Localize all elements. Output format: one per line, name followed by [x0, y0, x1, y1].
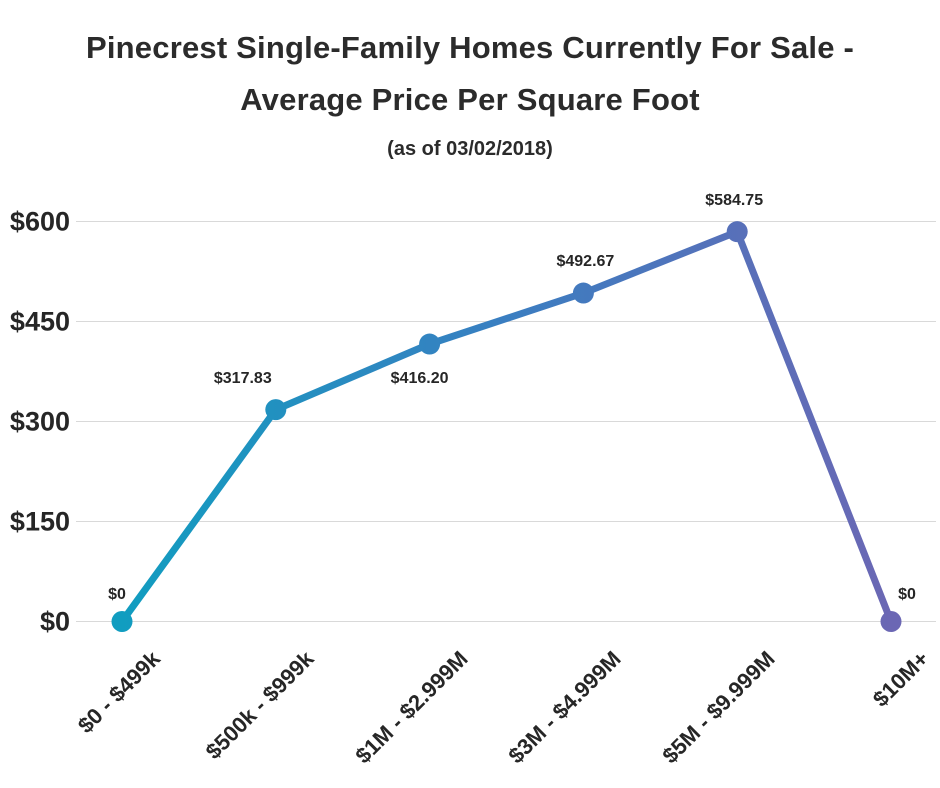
data-point-label: $416.20 [390, 370, 449, 388]
data-line [118, 228, 895, 625]
data-point-label: $584.75 [705, 191, 764, 209]
data-point [419, 333, 441, 355]
chart-title-line-2: Average Price Per Square Foot [240, 82, 700, 117]
y-axis-tick-label: $150 [9, 506, 70, 536]
y-axis-tick-label: $450 [9, 306, 70, 336]
data-point-label: $492.67 [556, 253, 615, 271]
chart-title-line-1: Pinecrest Single-Family Homes Currently … [85, 30, 854, 65]
data-point [880, 611, 902, 632]
chart-subtitle: (as of 03/02/2018) [387, 138, 553, 160]
y-axis-tick-label: $0 [39, 606, 70, 636]
data-point [726, 221, 748, 243]
data-point [111, 611, 133, 632]
data-point [265, 399, 287, 421]
y-axis-tick-label: $600 [9, 206, 70, 236]
data-point-label: $0 [108, 585, 126, 603]
chart-header: Pinecrest Single-Family Homes Currently … [0, 22, 940, 161]
data-point [572, 282, 594, 304]
data-point-label: $0 [898, 585, 916, 603]
data-point-label: $317.83 [213, 369, 272, 387]
y-axis-tick-label: $300 [9, 406, 70, 436]
